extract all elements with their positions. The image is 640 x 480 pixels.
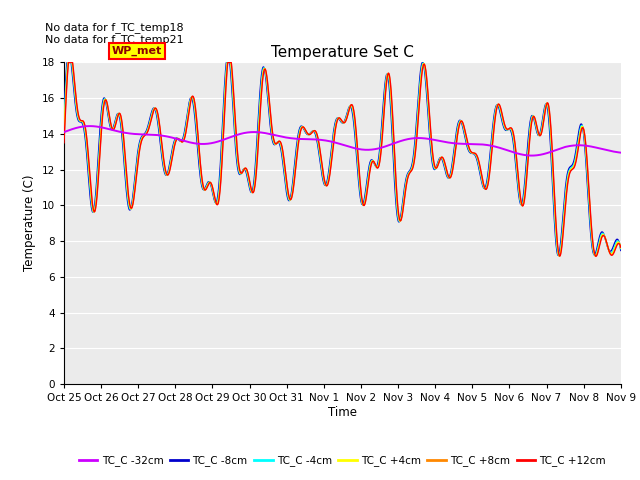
TC_C +12cm (60, 140, 68, 145)
TC_C -32cm (617, 150, 625, 156)
TC_C -32cm (104, 126, 111, 132)
TC_C -32cm (318, 137, 326, 143)
Y-axis label: Temperature (C): Temperature (C) (23, 175, 36, 272)
TC_C +12cm (378, 147, 385, 153)
TC_C +4cm (126, 205, 134, 211)
TC_C -4cm (60, 120, 68, 126)
TC_C +12cm (592, 253, 600, 259)
TC_C +8cm (617, 245, 625, 251)
TC_C +4cm (104, 104, 111, 109)
TC_C +12cm (318, 163, 326, 168)
Line: TC_C +4cm: TC_C +4cm (64, 62, 621, 256)
TC_C -4cm (64, 60, 72, 65)
Legend: TC_C -32cm, TC_C -8cm, TC_C -4cm, TC_C +4cm, TC_C +8cm, TC_C +12cm: TC_C -32cm, TC_C -8cm, TC_C -4cm, TC_C +… (74, 451, 611, 470)
TC_C -32cm (378, 145, 385, 151)
TC_C +12cm (126, 203, 134, 209)
TC_C +12cm (308, 130, 316, 135)
TC_C -8cm (297, 124, 305, 130)
TC_C +4cm (617, 245, 625, 251)
TC_C -4cm (617, 246, 625, 252)
TC_C -8cm (308, 129, 316, 134)
Line: TC_C +8cm: TC_C +8cm (64, 62, 621, 256)
TC_C +4cm (378, 142, 385, 147)
TC_C -8cm (617, 248, 625, 253)
Text: No data for f_TC_temp18: No data for f_TC_temp18 (45, 22, 184, 33)
Line: TC_C +12cm: TC_C +12cm (64, 62, 621, 256)
TC_C +4cm (308, 129, 316, 135)
TC_C +8cm (126, 204, 134, 210)
TC_C +8cm (592, 253, 600, 259)
TC_C -4cm (104, 106, 111, 111)
TC_C +8cm (308, 130, 316, 135)
TC_C -8cm (126, 207, 134, 213)
TC_C -32cm (297, 136, 305, 142)
Text: No data for f_TC_temp21: No data for f_TC_temp21 (45, 34, 184, 45)
TC_C -8cm (554, 252, 562, 258)
TC_C +8cm (65, 60, 72, 65)
TC_C +4cm (297, 126, 305, 132)
Line: TC_C -4cm: TC_C -4cm (64, 62, 621, 256)
TC_C +4cm (556, 253, 563, 259)
Text: WP_met: WP_met (112, 46, 163, 56)
TC_C -4cm (308, 129, 316, 134)
Line: TC_C -8cm: TC_C -8cm (64, 62, 621, 255)
TC_C -4cm (555, 253, 563, 259)
TC_C -4cm (126, 206, 134, 212)
TC_C -8cm (60, 108, 68, 114)
TC_C -32cm (528, 153, 536, 158)
TC_C -8cm (104, 108, 111, 114)
TC_C -8cm (63, 60, 71, 65)
TC_C -8cm (318, 172, 326, 178)
TC_C -8cm (378, 129, 385, 135)
TC_C -32cm (86, 123, 93, 129)
TC_C -4cm (378, 137, 385, 143)
X-axis label: Time: Time (328, 406, 357, 419)
TC_C +12cm (297, 128, 305, 134)
TC_C -4cm (297, 125, 305, 131)
TC_C +4cm (60, 130, 68, 135)
Line: TC_C -32cm: TC_C -32cm (64, 126, 621, 156)
TC_C +12cm (104, 102, 111, 108)
TC_C +8cm (378, 144, 385, 150)
TC_C -32cm (60, 129, 68, 135)
TC_C +4cm (64, 60, 72, 65)
TC_C -4cm (318, 169, 326, 175)
TC_C -32cm (126, 131, 134, 136)
TC_C +8cm (104, 103, 111, 108)
TC_C +12cm (617, 244, 625, 250)
TC_C +4cm (318, 166, 326, 172)
TC_C +8cm (318, 165, 326, 170)
TC_C +12cm (65, 60, 72, 65)
Title: Temperature Set C: Temperature Set C (271, 45, 414, 60)
TC_C +8cm (297, 127, 305, 133)
TC_C -32cm (308, 136, 316, 142)
TC_C +8cm (60, 135, 68, 141)
